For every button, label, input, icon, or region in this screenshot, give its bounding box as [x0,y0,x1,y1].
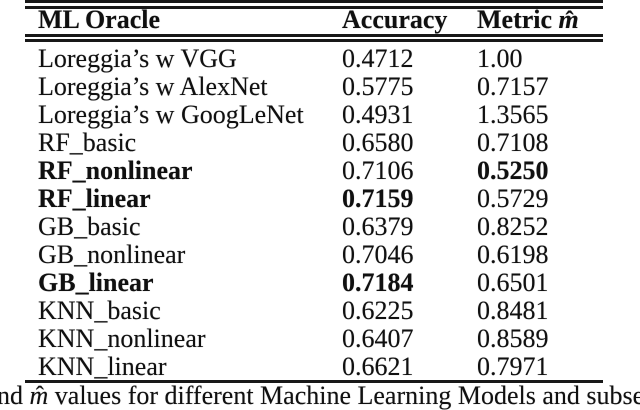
header-separator-rule-1 [25,34,603,37]
metric-cell: 0.6198 [477,240,549,269]
table-row: Loreggia’s w GoogLeNet 0.4931 1.3565 [38,100,603,129]
table-row: Loreggia’s w VGG 0.4712 1.00 [38,44,603,73]
header-separator-rule-2 [25,39,603,42]
model-cell: RF_nonlinear [38,156,193,185]
metric-cell: 0.8481 [477,296,549,325]
accuracy-cell: 0.6621 [342,352,414,381]
table-row: KNN_linear 0.6621 0.7971 [38,352,603,381]
table-top-rule-1 [25,0,603,3]
model-cell: GB_linear [38,268,154,297]
hat-accent: ˆ [35,382,44,410]
metric-cell: 0.6501 [477,268,549,297]
metric-cell: 0.8589 [477,324,549,353]
accuracy-column-header: Accuracy [342,5,448,34]
caption-text-before: nd [0,381,30,410]
table-row: Loreggia’s w AlexNet 0.5775 0.7157 [38,72,603,101]
accuracy-cell: 0.6379 [342,212,414,241]
metric-cell: 0.5729 [477,184,549,213]
metric-cell: 1.3565 [477,100,549,129]
table-top-rule-2 [25,6,603,9]
accuracy-cell: 0.6407 [342,324,414,353]
accuracy-cell: 0.4712 [342,44,414,73]
model-column-header: ML Oracle [38,5,161,34]
accuracy-cell: 0.7046 [342,240,414,269]
accuracy-cell: 0.4931 [342,100,414,129]
table-row: KNN_basic 0.6225 0.8481 [38,296,603,325]
accuracy-cell: 0.7159 [342,184,414,213]
table-row: RF_linear 0.7159 0.5729 [38,184,603,213]
model-cell: GB_nonlinear [38,240,186,269]
table-row: RF_basic 0.6580 0.7108 [38,128,603,157]
metric-cell: 0.7971 [477,352,549,381]
metric-header-label: Metric [477,5,559,34]
model-cell: KNN_basic [38,296,161,325]
model-cell: KNN_linear [38,352,167,381]
metric-cell: 0.7157 [477,72,549,101]
hat-accent: ˆ [565,7,574,35]
accuracy-cell: 0.6580 [342,128,414,157]
model-cell: Loreggia’s w GoogLeNet [38,100,304,129]
table-row: GB_linear 0.7184 0.6501 [38,268,603,297]
accuracy-cell: 0.6225 [342,296,414,325]
caption-text-after: values for different Machine Learning Mo… [48,381,640,410]
metric-cell: 0.5250 [477,156,549,185]
accuracy-cell: 0.5775 [342,72,414,101]
table-bottom-rule [25,380,603,383]
table-row: GB_nonlinear 0.7046 0.6198 [38,240,603,269]
table-row: GB_basic 0.6379 0.8252 [38,212,603,241]
metric-cell: 0.7108 [477,128,549,157]
model-cell: GB_basic [38,212,141,241]
metric-cell: 1.00 [477,44,523,73]
table-row: RF_nonlinear 0.7106 0.5250 [38,156,603,185]
table-row: KNN_nonlinear 0.6407 0.8589 [38,324,603,353]
model-cell: Loreggia’s w AlexNet [38,72,268,101]
model-cell: Loreggia’s w VGG [38,44,237,73]
metric-cell: 0.8252 [477,212,549,241]
model-cell: RF_basic [38,128,137,157]
table-body: Loreggia’s w VGG 0.4712 1.00 Loreggia’s w A… [25,44,603,381]
accuracy-cell: 0.7184 [342,268,414,297]
accuracy-cell: 0.7106 [342,156,414,185]
model-cell: RF_linear [38,184,151,213]
model-cell: KNN_nonlinear [38,324,206,353]
